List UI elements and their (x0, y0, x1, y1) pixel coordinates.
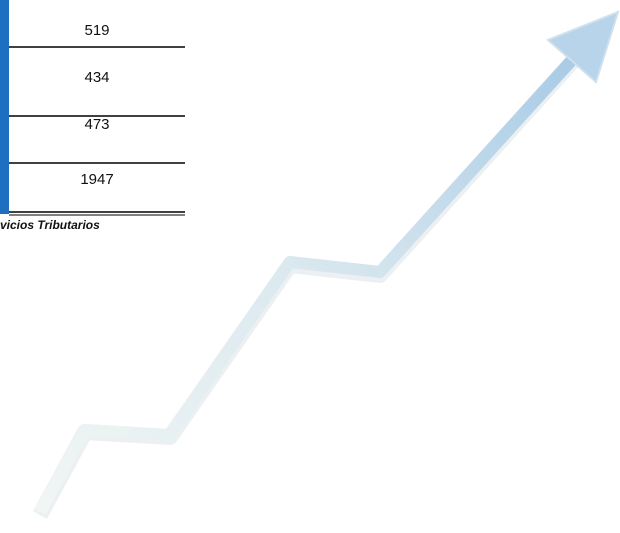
caption: vicios Tributarios (0, 218, 100, 232)
table: 519 434 473 1947 (9, 22, 185, 215)
arrow-decoration (40, 12, 618, 515)
table-cell: 473 (84, 116, 109, 133)
header-column-edge (0, 0, 9, 214)
table-cell: 519 (84, 22, 109, 39)
table-cell: 434 (84, 69, 109, 86)
slide: 519 434 473 1947 vicios Tributarios (0, 0, 620, 533)
page: 5194344731947 vicios Tributarios (() => … (0, 0, 620, 533)
table-cell: 1947 (80, 171, 113, 188)
